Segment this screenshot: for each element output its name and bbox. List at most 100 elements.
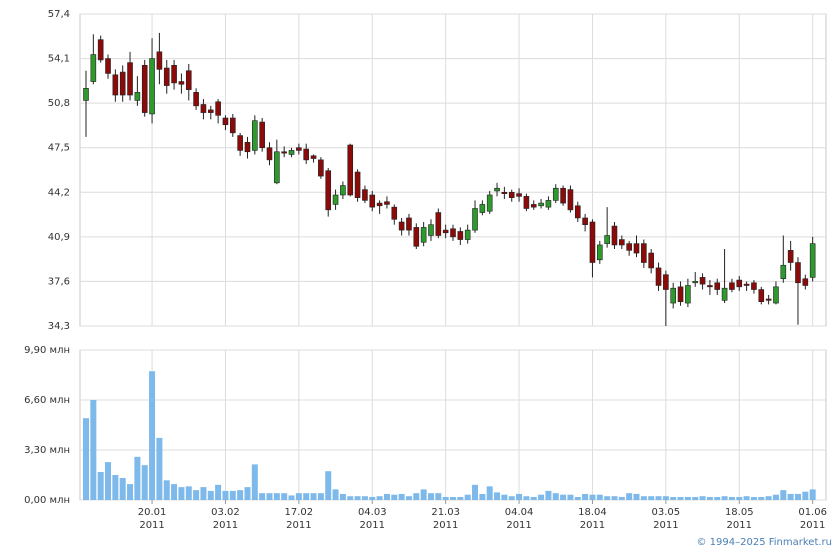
candle-body (406, 217, 412, 231)
x-tick-year: 2011 (286, 520, 311, 531)
volume-bar (706, 496, 713, 500)
volume-bar (611, 496, 618, 500)
volume-bar (802, 491, 809, 500)
x-tick-label: 18.05 (725, 507, 754, 518)
volume-bar (523, 496, 530, 500)
volume-bar (413, 493, 420, 500)
x-tick-label: 03.02 (211, 507, 240, 518)
candle-body (325, 170, 332, 211)
volume-bar (677, 496, 684, 500)
candle-body (354, 171, 361, 198)
candle-body (384, 201, 390, 205)
candle-body (472, 208, 478, 231)
candle-body (207, 109, 214, 113)
candle-body (729, 282, 735, 290)
candle-body (641, 243, 647, 263)
volume-bar (134, 456, 141, 500)
y-tick-label: 0,00 млн (24, 495, 70, 506)
volume-bar (215, 484, 222, 500)
volume-bar (398, 493, 405, 500)
x-tick-label: 17.02 (285, 507, 314, 518)
x-tick-year: 2011 (800, 520, 825, 531)
volume-bar (405, 496, 412, 500)
candle-body (193, 92, 199, 107)
volume-bar (604, 496, 611, 500)
candle-body (149, 58, 155, 115)
volume-bar (567, 494, 574, 500)
volume-bar (156, 437, 163, 500)
y-tick-label: 37,6 (48, 276, 70, 287)
x-tick-year: 2011 (727, 520, 752, 531)
volume-bar (640, 496, 647, 500)
volume-bar (494, 492, 501, 500)
volume-bar (516, 493, 523, 500)
volume-bar (266, 493, 273, 500)
volume-bar (457, 496, 464, 500)
y-tick-label: 40,9 (48, 232, 70, 243)
candle-body (633, 243, 640, 254)
candle-body (303, 148, 310, 161)
candle-body (134, 92, 141, 101)
candle-body (310, 155, 317, 159)
volume-bar (508, 496, 515, 500)
candle-body (663, 274, 669, 290)
candle-body (156, 51, 163, 70)
volume-bar (325, 471, 332, 500)
volume-bar (303, 493, 310, 500)
volume-bar (501, 494, 508, 500)
volume-bar (736, 496, 743, 500)
volume-bar (450, 496, 456, 500)
volume-bar (127, 484, 134, 500)
candle-body (479, 204, 486, 213)
candle-body (252, 120, 258, 151)
volume-bar (90, 400, 97, 500)
candle-body (721, 287, 728, 301)
volume-frame (79, 349, 827, 501)
volume-bar (435, 493, 442, 500)
volume-bar (237, 490, 244, 500)
volume-bar (339, 493, 346, 500)
volume-bar (692, 496, 699, 500)
volume-bar (714, 496, 721, 500)
candle-body (692, 281, 699, 284)
candle-body (765, 298, 772, 301)
volume-bar (185, 486, 192, 500)
candle-body (501, 191, 508, 194)
x-tick-year: 2011 (506, 520, 531, 531)
volume-bar (633, 493, 640, 500)
y-tick-label: 9,90 млн (24, 345, 70, 356)
volume-bar (618, 496, 625, 500)
volume-bar (750, 496, 757, 500)
volume-bar (383, 493, 390, 500)
volume-bar (347, 496, 354, 500)
candle-body (494, 187, 500, 192)
footer: © 1994–2025 Finmarket.ru (696, 537, 832, 548)
volume-bar (295, 493, 302, 500)
candle-body (200, 104, 207, 113)
candle-body (758, 289, 765, 302)
volume-bar (207, 490, 214, 500)
volume-bar (193, 490, 200, 500)
volume-bar (163, 480, 170, 500)
candle-body (398, 221, 405, 231)
candle-body (420, 227, 427, 243)
candle-body (545, 200, 552, 208)
volume-bar (684, 496, 691, 500)
candle-body (185, 70, 192, 90)
y-tick-label: 50,8 (48, 98, 70, 109)
x-tick-year: 2011 (213, 520, 238, 531)
volume-bar (721, 496, 728, 500)
volume-bar (361, 496, 368, 500)
candle-body (530, 204, 537, 208)
candle-body (281, 151, 287, 154)
volume-bar (699, 496, 706, 500)
volume-bar (83, 418, 89, 500)
y-tick-label: 6,60 млн (24, 395, 70, 406)
volume-bar (391, 494, 398, 500)
candle-body (450, 228, 456, 238)
candle-body (582, 217, 588, 226)
x-tick-label: 21.03 (431, 507, 460, 518)
volume-bar (112, 475, 119, 500)
volume-bar (259, 493, 266, 500)
candle-body (391, 206, 398, 220)
